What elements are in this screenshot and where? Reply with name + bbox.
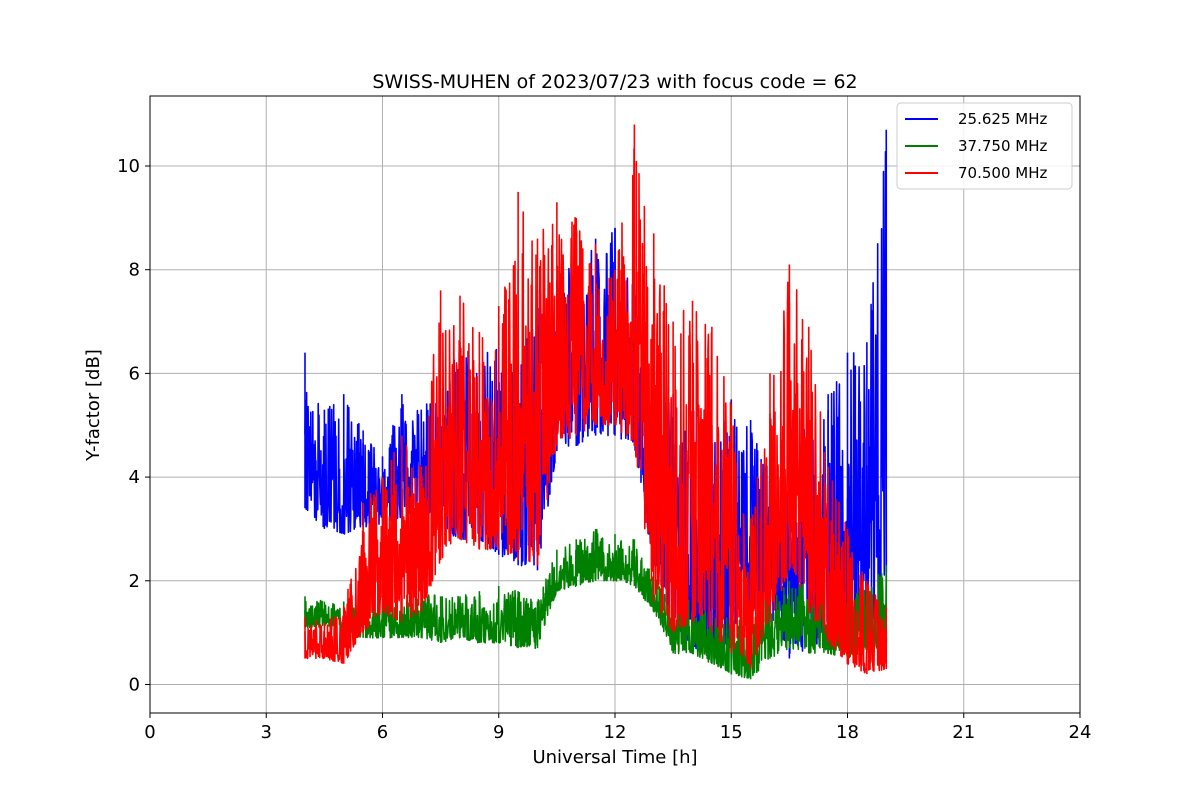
y-tick-label: 4 bbox=[129, 467, 140, 488]
x-axis-label: Universal Time [h] bbox=[532, 747, 697, 768]
x-tick-label: 6 bbox=[377, 722, 388, 743]
legend-box bbox=[896, 102, 1073, 190]
legend: 25.625 MHz 37.750 MHz 70.500 MHz bbox=[896, 102, 1073, 190]
x-tick-label: 3 bbox=[261, 722, 272, 743]
x-tick-label: 18 bbox=[836, 722, 859, 743]
x-tick-label: 9 bbox=[493, 722, 504, 743]
y-axis-label: Y-factor [dB] bbox=[83, 349, 104, 462]
x-tick-label: 21 bbox=[952, 722, 975, 743]
data-layer bbox=[304, 124, 888, 680]
x-tick-label: 0 bbox=[144, 722, 155, 743]
legend-label: 37.750 MHz bbox=[958, 137, 1047, 155]
y-tick-label: 6 bbox=[129, 363, 140, 384]
x-tick-label: 12 bbox=[604, 722, 627, 743]
y-tick-label: 8 bbox=[129, 260, 140, 281]
chart-title: SWISS-MUHEN of 2023/07/23 with focus cod… bbox=[372, 71, 857, 93]
x-tick-label: 15 bbox=[720, 722, 743, 743]
y-tick-label: 10 bbox=[117, 156, 140, 177]
x-tick-label: 24 bbox=[1069, 722, 1092, 743]
y-tick-label: 0 bbox=[129, 674, 140, 695]
legend-label: 25.625 MHz bbox=[958, 110, 1047, 128]
legend-label: 70.500 MHz bbox=[958, 164, 1047, 182]
y-tick-label: 2 bbox=[129, 571, 140, 592]
